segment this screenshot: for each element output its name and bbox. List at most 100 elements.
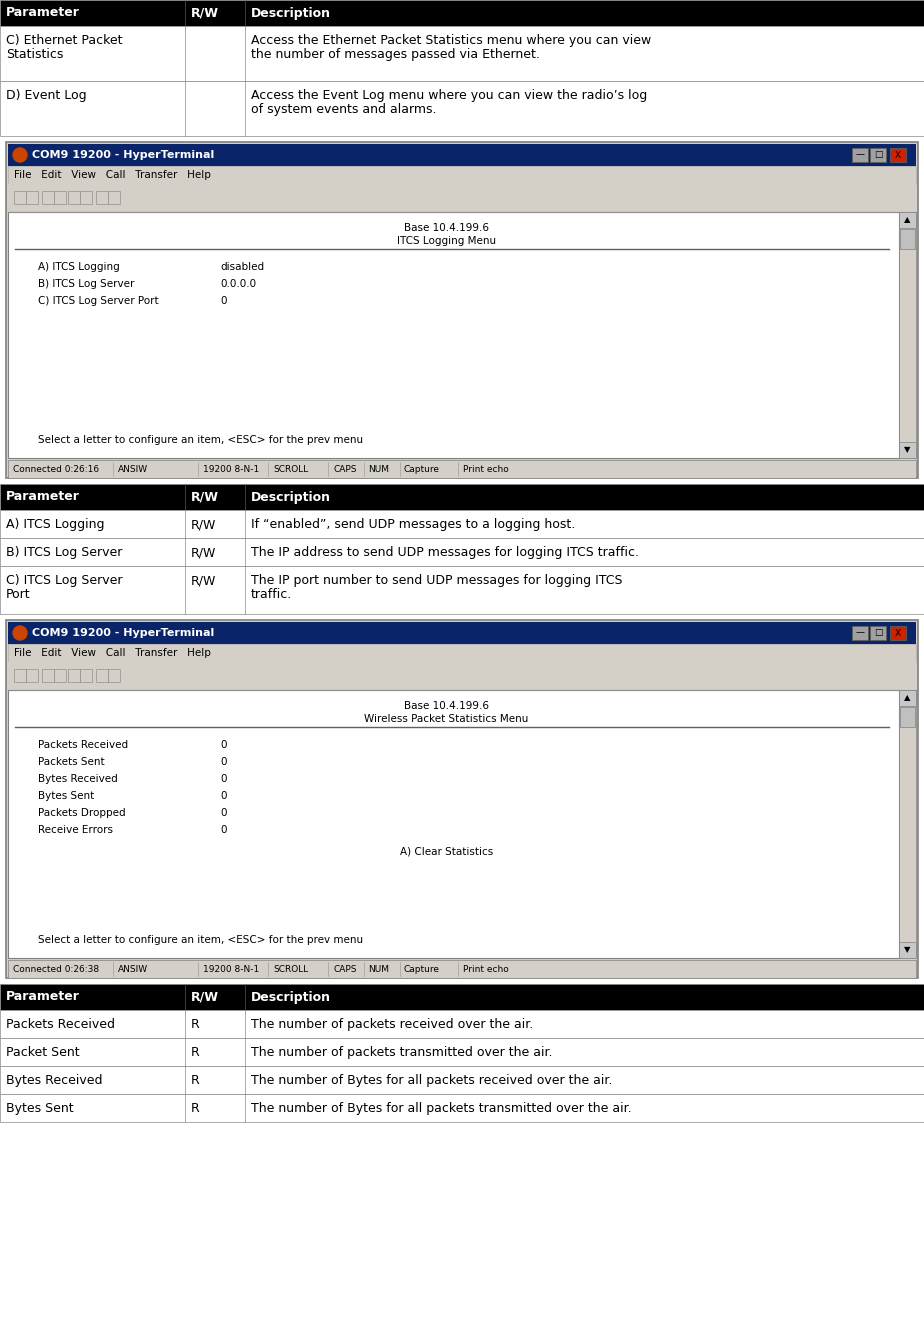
Text: Bytes Received: Bytes Received bbox=[38, 774, 117, 783]
Bar bbox=[0, 566, 924, 614]
Bar bbox=[0, 509, 924, 537]
Text: SCROLL: SCROLL bbox=[273, 964, 309, 973]
Bar bbox=[890, 148, 906, 162]
Bar bbox=[8, 644, 916, 662]
Bar bbox=[899, 213, 916, 459]
Text: Port: Port bbox=[6, 588, 30, 602]
Text: X: X bbox=[895, 628, 901, 638]
Text: Packets Received: Packets Received bbox=[6, 1017, 115, 1031]
Text: The IP address to send UDP messages for logging ITCS traffic.: The IP address to send UDP messages for … bbox=[251, 545, 639, 559]
Bar bbox=[0, 1066, 924, 1094]
Text: Wireless Packet Statistics Menu: Wireless Packet Statistics Menu bbox=[364, 714, 529, 725]
Bar bbox=[0, 537, 924, 566]
Text: NUM: NUM bbox=[368, 964, 389, 973]
Bar bbox=[890, 626, 906, 640]
Text: ▼: ▼ bbox=[905, 945, 911, 955]
Bar bbox=[899, 213, 916, 229]
Text: Packets Received: Packets Received bbox=[38, 739, 128, 750]
Bar bbox=[0, 984, 924, 1009]
Text: COM9 19200 - HyperTerminal: COM9 19200 - HyperTerminal bbox=[32, 150, 214, 160]
Bar bbox=[0, 25, 924, 82]
Text: D) Event Log: D) Event Log bbox=[6, 90, 87, 102]
Text: 0: 0 bbox=[220, 774, 226, 783]
Text: R/W: R/W bbox=[191, 491, 219, 504]
Text: ▲: ▲ bbox=[905, 694, 911, 702]
Bar bbox=[96, 191, 108, 205]
Text: R: R bbox=[191, 1046, 200, 1059]
Text: The number of Bytes for all packets transmitted over the air.: The number of Bytes for all packets tran… bbox=[251, 1102, 632, 1115]
Circle shape bbox=[13, 626, 27, 640]
Text: traffic.: traffic. bbox=[251, 588, 292, 602]
Text: —: — bbox=[856, 628, 865, 638]
Text: The number of Bytes for all packets received over the air.: The number of Bytes for all packets rece… bbox=[251, 1074, 613, 1087]
Text: Description: Description bbox=[251, 991, 331, 1004]
Text: 0: 0 bbox=[220, 739, 226, 750]
Bar bbox=[0, 1094, 924, 1122]
Text: If “enabled”, send UDP messages to a logging host.: If “enabled”, send UDP messages to a log… bbox=[251, 517, 576, 531]
Bar bbox=[42, 668, 54, 682]
Bar bbox=[870, 626, 886, 640]
Text: Capture: Capture bbox=[403, 964, 439, 973]
Text: Bytes Received: Bytes Received bbox=[6, 1074, 103, 1087]
Text: X: X bbox=[895, 151, 901, 159]
Bar bbox=[0, 1009, 924, 1038]
Text: R: R bbox=[191, 1102, 200, 1115]
Text: Parameter: Parameter bbox=[6, 7, 79, 20]
Bar bbox=[42, 191, 54, 205]
Bar bbox=[8, 213, 899, 459]
Circle shape bbox=[13, 148, 27, 162]
Text: Receive Errors: Receive Errors bbox=[38, 825, 113, 836]
Bar bbox=[8, 185, 916, 213]
Text: 0: 0 bbox=[220, 295, 226, 306]
Bar bbox=[26, 191, 38, 205]
Bar bbox=[870, 148, 886, 162]
Text: Bytes Sent: Bytes Sent bbox=[38, 792, 94, 801]
Bar bbox=[6, 142, 918, 479]
Bar bbox=[54, 191, 66, 205]
Bar bbox=[6, 620, 918, 977]
Text: File   Edit   View   Call   Transfer   Help: File Edit View Call Transfer Help bbox=[14, 170, 211, 180]
Text: Print echo: Print echo bbox=[463, 964, 509, 973]
Text: 0: 0 bbox=[220, 808, 226, 818]
Text: Select a letter to configure an item, <ESC> for the prev menu: Select a letter to configure an item, <E… bbox=[38, 435, 363, 445]
Bar bbox=[8, 460, 916, 479]
Bar bbox=[0, 1038, 924, 1066]
Text: B) ITCS Log Server: B) ITCS Log Server bbox=[38, 279, 134, 289]
Bar bbox=[8, 960, 916, 977]
Bar bbox=[899, 443, 916, 459]
Text: Access the Event Log menu where you can view the radio’s log: Access the Event Log menu where you can … bbox=[251, 90, 647, 102]
Bar bbox=[68, 191, 80, 205]
Text: Packets Sent: Packets Sent bbox=[38, 757, 104, 767]
Bar bbox=[54, 668, 66, 682]
Text: the number of messages passed via Ethernet.: the number of messages passed via Ethern… bbox=[251, 48, 540, 62]
Text: Parameter: Parameter bbox=[6, 491, 79, 504]
Bar bbox=[96, 668, 108, 682]
Text: 0: 0 bbox=[220, 825, 226, 836]
Bar bbox=[899, 690, 916, 959]
Text: C) ITCS Log Server: C) ITCS Log Server bbox=[6, 574, 123, 587]
Text: □: □ bbox=[874, 628, 882, 638]
Bar bbox=[8, 144, 916, 166]
Text: A) ITCS Logging: A) ITCS Logging bbox=[6, 517, 104, 531]
Text: Packet Sent: Packet Sent bbox=[6, 1046, 79, 1059]
Bar bbox=[852, 148, 868, 162]
Text: R: R bbox=[191, 1074, 200, 1087]
Bar bbox=[68, 668, 80, 682]
Bar bbox=[8, 644, 916, 662]
Text: Access the Ethernet Packet Statistics menu where you can view: Access the Ethernet Packet Statistics me… bbox=[251, 33, 651, 47]
Bar bbox=[8, 166, 916, 185]
Text: Bytes Sent: Bytes Sent bbox=[6, 1102, 74, 1115]
Bar bbox=[14, 191, 26, 205]
Text: ANSIW: ANSIW bbox=[118, 964, 148, 973]
Text: The number of packets transmitted over the air.: The number of packets transmitted over t… bbox=[251, 1046, 553, 1059]
Text: Capture: Capture bbox=[403, 464, 439, 473]
Bar bbox=[8, 166, 916, 185]
Bar bbox=[14, 668, 26, 682]
Text: —: — bbox=[856, 151, 865, 159]
Bar bbox=[900, 229, 915, 249]
Bar bbox=[8, 690, 899, 959]
Text: ITCS Logging Menu: ITCS Logging Menu bbox=[397, 237, 496, 246]
Text: SCROLL: SCROLL bbox=[273, 464, 309, 473]
Text: R/W: R/W bbox=[191, 574, 216, 587]
Text: C) Ethernet Packet: C) Ethernet Packet bbox=[6, 33, 123, 47]
